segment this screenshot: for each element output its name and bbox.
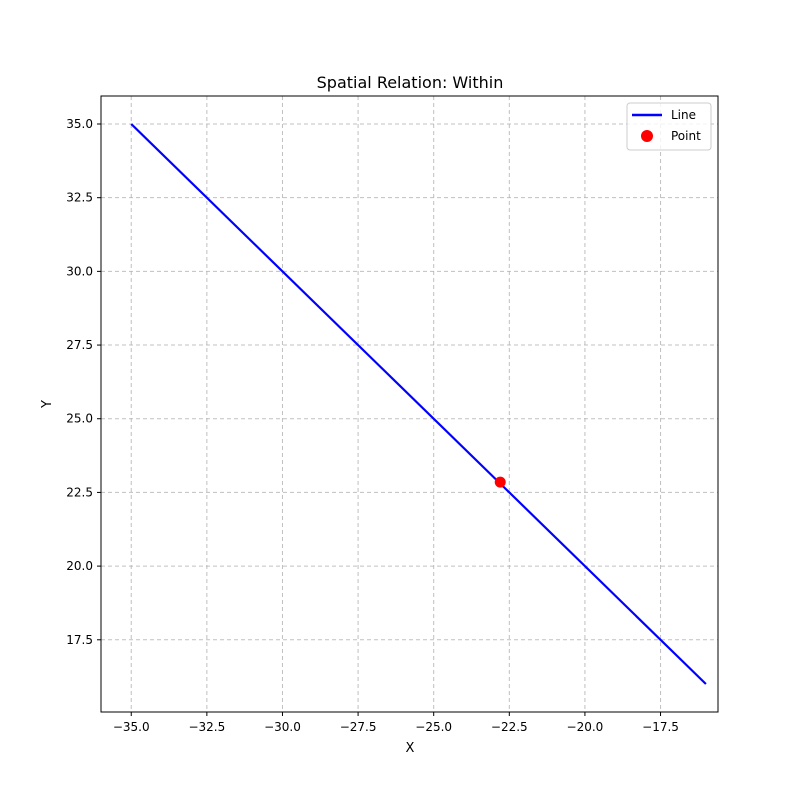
y-tick-label: 30.0 [66, 264, 93, 278]
y-tick-label: 25.0 [66, 412, 93, 426]
x-axis-ticks: −35.0 −32.5 −30.0 −27.5 −25.0 −22.5 −20.0 −17.5 [113, 712, 679, 734]
x-tick-label: −32.5 [188, 720, 225, 734]
chart-title: Spatial Relation: Within [317, 73, 504, 92]
x-tick-label: −17.5 [642, 720, 679, 734]
x-tick-label: −25.0 [415, 720, 452, 734]
y-tick-label: 27.5 [66, 338, 93, 352]
series-line [130, 123, 707, 685]
y-tick-label: 20.0 [66, 559, 93, 573]
x-axis-label: X [406, 741, 415, 756]
y-axis-ticks: 17.5 20.0 22.5 25.0 27.5 30.0 32.5 35.0 [66, 117, 101, 647]
legend: Line Point [626, 102, 712, 151]
x-tick-label: −35.0 [113, 720, 150, 734]
x-tick-label: −30.0 [264, 720, 301, 734]
y-tick-label: 22.5 [66, 485, 93, 499]
grid-lines [101, 96, 718, 712]
legend-point-swatch [641, 130, 653, 142]
legend-label-line: Line [671, 108, 696, 122]
plot-series [130, 123, 707, 685]
y-tick-label: 17.5 [66, 633, 93, 647]
y-tick-label: 32.5 [66, 191, 93, 205]
plot-area-frame [100, 95, 719, 713]
x-tick-label: −27.5 [340, 720, 377, 734]
legend-label-point: Point [671, 129, 701, 143]
x-tick-label: −22.5 [491, 720, 528, 734]
y-tick-label: 35.0 [66, 117, 93, 131]
x-tick-label: −20.0 [567, 720, 604, 734]
scatter-point [494, 476, 506, 488]
y-axis-label: Y [40, 400, 55, 409]
